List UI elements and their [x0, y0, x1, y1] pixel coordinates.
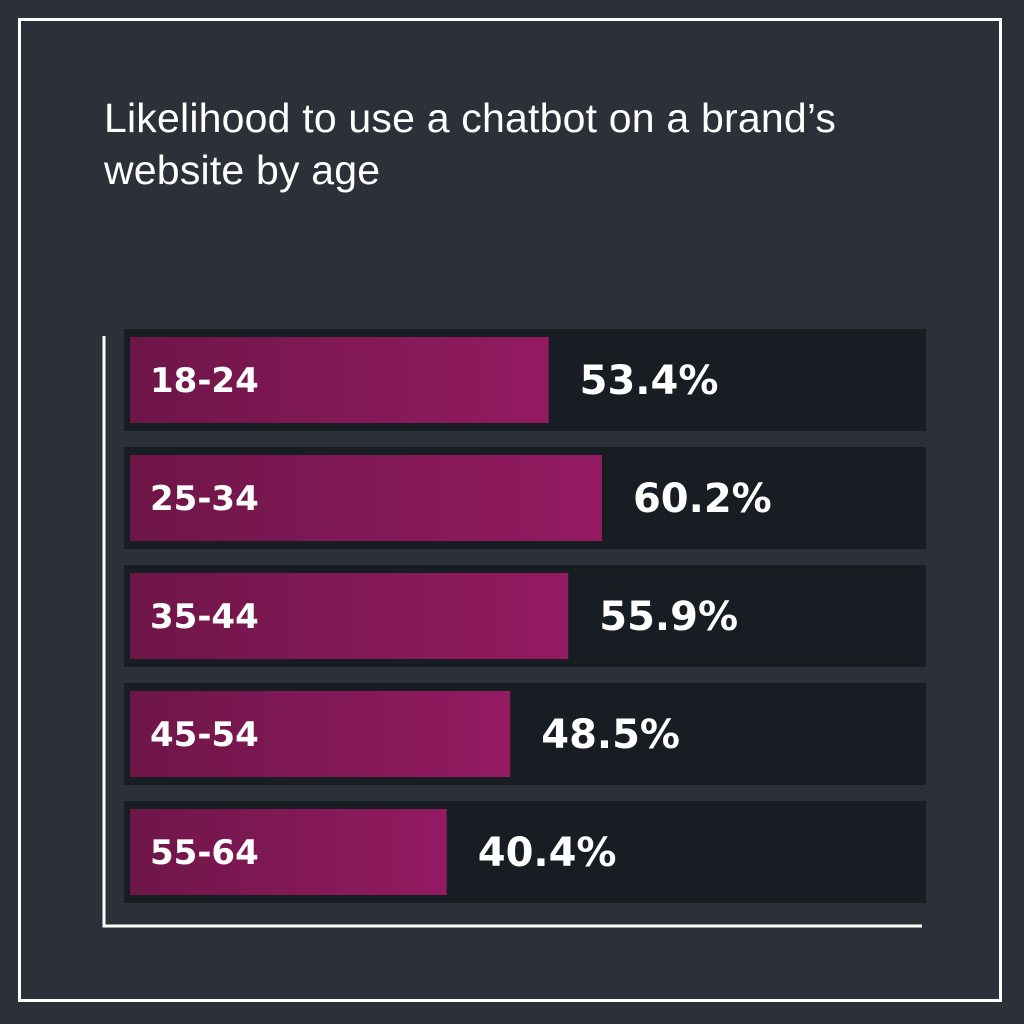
value-label: 60.2% [633, 476, 772, 522]
category-label: 18-24 [150, 361, 259, 401]
bar-45-54 [130, 691, 511, 777]
bar-35-44 [130, 573, 569, 659]
category-label: 45-54 [150, 715, 259, 755]
chart-title: Likelihood to use a chatbot on a brand’s… [104, 95, 837, 193]
bar-25-34 [130, 455, 602, 541]
bar-18-24 [130, 337, 549, 423]
value-label: 53.4% [580, 358, 719, 404]
value-label: 55.9% [599, 594, 738, 640]
value-label: 40.4% [478, 830, 617, 876]
category-label: 55-64 [150, 833, 259, 873]
bar-55-64 [130, 809, 447, 895]
category-label: 35-44 [150, 597, 259, 637]
category-label: 25-34 [150, 479, 259, 519]
value-label: 48.5% [541, 712, 680, 758]
outer-frame [18, 18, 1002, 1002]
